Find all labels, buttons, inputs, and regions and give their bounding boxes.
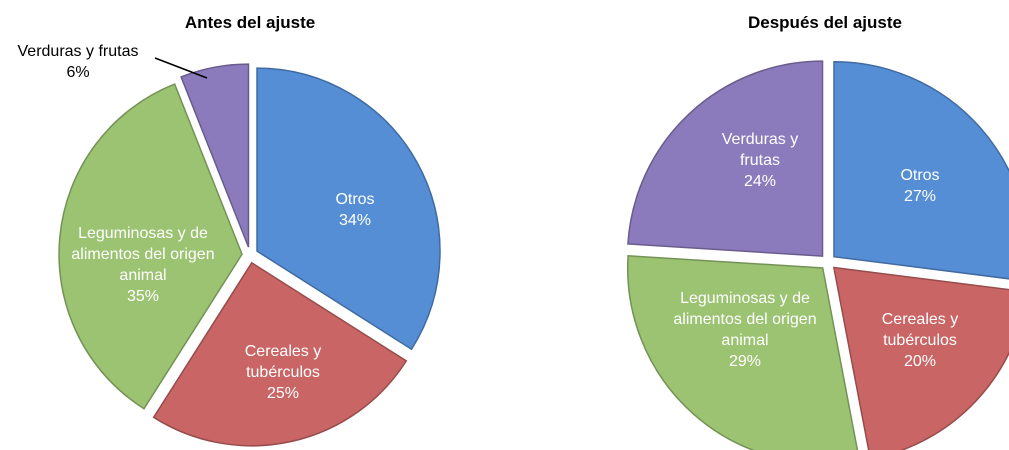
pie-slice [180,63,250,248]
category-label: Verduras y frutas [721,130,799,169]
category-label: Cereales y tubérculos [244,342,322,381]
category-label: Leguminosas y de alimentos del origen an… [71,225,215,284]
chart-title: Después del ajuste [748,13,902,32]
slice-label-box: Leguminosas y de alimentos del origen an… [68,220,218,310]
value-label: 27% [903,188,937,205]
pie-slice [626,254,859,450]
slice-label: Cereales y tubérculos 25% [228,327,338,417]
category-label: Leguminosas y de alimentos del origen an… [673,290,817,349]
pie-slice [58,83,243,410]
slice-label: Verduras y frutas 24% [710,115,810,205]
chart-title: Antes del ajuste [185,13,315,32]
slice-label: Cereales y tubérculos 20% [870,295,970,385]
pie-slice [833,60,1009,280]
value-label: 24% [743,172,777,190]
slice-label: Leguminosas y de alimentos del origen an… [68,220,218,310]
category-label: Otros [335,191,375,208]
value-label: 35% [126,288,160,305]
value-label: 29% [728,353,762,370]
pie-slice [152,261,408,447]
slice-label-box: Leguminosas y de alimentos del origen an… [670,285,820,375]
value-label: 25% [266,384,300,402]
pie-slice [832,266,1009,450]
category-label: Cereales y tubérculos [881,310,959,349]
category-label: Otros [900,167,940,184]
slice-label-box: Cereales y tubérculos 20% [870,295,970,385]
leader-line [154,57,208,79]
slice-label-box: Otros 27% [870,141,970,231]
pie-slice [256,67,441,351]
slice-label-box: Verduras y frutas 24% [710,115,810,205]
slice-label: Otros 34% [300,165,410,255]
pie-slice [627,60,824,257]
value-label: 34% [338,212,372,229]
slice-label: Verduras y frutas 6% [0,17,158,107]
slice-label-box: Cereales y tubérculos 25% [228,327,338,417]
slice-label-box: Verduras y frutas 6% [0,17,158,107]
value-label: 6% [66,64,90,81]
value-label: 20% [903,352,937,370]
slice-label-box: Otros 34% [300,165,410,255]
slice-label: Leguminosas y de alimentos del origen an… [670,285,820,375]
category-label: Verduras y frutas [17,43,139,60]
slice-label: Otros 27% [870,141,970,231]
